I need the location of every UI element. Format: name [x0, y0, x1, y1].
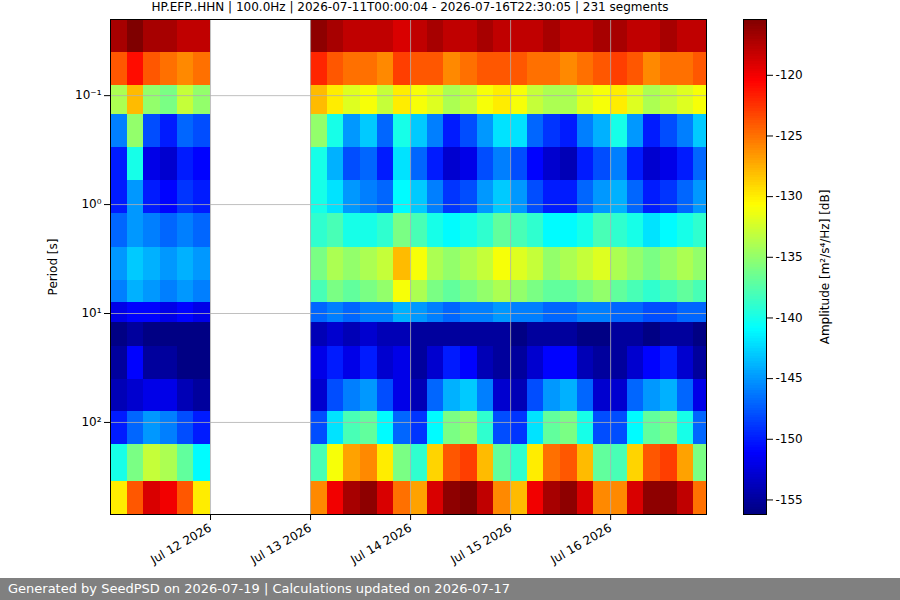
svg-text:10⁻¹: 10⁻¹	[75, 88, 102, 102]
svg-text:-140: -140	[776, 311, 803, 325]
html-text:Generated by SeedPSD on 2026-0: Generated by SeedPSD on 2026-07-19 | Cal…	[8, 581, 510, 596]
svg-text:10⁰: 10⁰	[81, 197, 101, 211]
html-text:HP.EFP..HHN | 100.0Hz | 2026-0: HP.EFP..HHN | 100.0Hz | 2026-07-11T00:00…	[151, 0, 669, 14]
svg-text:-150: -150	[776, 432, 803, 446]
svg-text:Jul 12 2026: Jul 12 2026	[147, 521, 214, 568]
svg-text:Jul 16 2026: Jul 16 2026	[547, 521, 614, 568]
svg-text:10²: 10²	[81, 415, 101, 429]
svg-text:-120: -120	[776, 68, 803, 82]
svg-text:-145: -145	[776, 371, 803, 385]
svg-text:Period [s]: Period [s]	[46, 239, 60, 296]
svg-text:Amplitude [m²/s⁴/Hz] [dB]: Amplitude [m²/s⁴/Hz] [dB]	[818, 190, 832, 345]
svg-text:-125: -125	[776, 129, 803, 143]
svg-text:10¹: 10¹	[81, 306, 101, 320]
svg-text:Jul 14 2026: Jul 14 2026	[347, 521, 414, 568]
svg-text:Jul 15 2026: Jul 15 2026	[447, 521, 514, 568]
svg-text:-130: -130	[776, 189, 803, 203]
svg-text:-135: -135	[776, 250, 803, 264]
svg-text:-155: -155	[776, 493, 803, 507]
svg-text:Jul 13 2026: Jul 13 2026	[247, 521, 314, 568]
